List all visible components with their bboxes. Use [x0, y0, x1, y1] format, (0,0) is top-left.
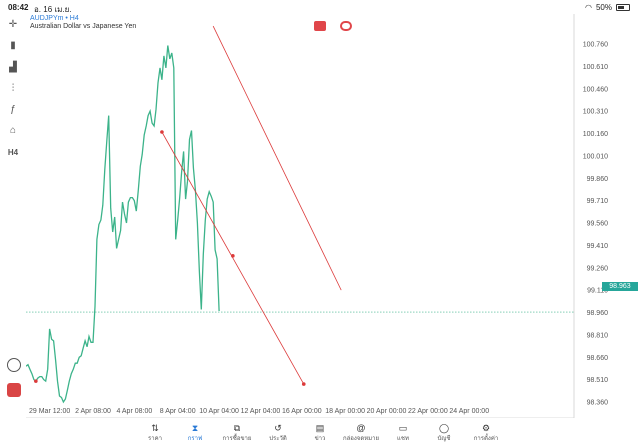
- tab-label: การตั้งค่า: [473, 436, 499, 442]
- settings-icon: ⚙: [481, 423, 491, 433]
- candles-icon[interactable]: ▮: [10, 40, 16, 51]
- chat-icon: ▭: [398, 423, 408, 433]
- news-icon: ▤: [315, 423, 325, 433]
- tab-label: ประวัติ: [269, 436, 287, 442]
- price-series-line: [26, 45, 220, 404]
- tab-label: แชท: [397, 436, 409, 442]
- channel-anchor-point[interactable]: [301, 382, 306, 386]
- accounts-icon: ◯: [438, 423, 450, 433]
- tab-trade[interactable]: ⧉ การซื้อขาย: [217, 424, 257, 443]
- status-indicators: ◠ 50%: [585, 3, 630, 12]
- objects-icon[interactable]: ⫶: [11, 83, 15, 94]
- function-icon[interactable]: ƒ: [10, 104, 16, 115]
- x-tick-label: 16 Apr 00:00: [282, 408, 322, 415]
- symbol-description: Australian Dollar vs Japanese Yen: [30, 23, 137, 30]
- current-price-tag: 98.963: [602, 282, 638, 291]
- trade-icon: ⧉: [233, 423, 241, 433]
- history-icon: ↺: [274, 423, 282, 433]
- x-tick-label: 18 Apr 00:00: [325, 408, 365, 415]
- channel-lower-line[interactable]: [161, 131, 305, 385]
- battery-percent: 50%: [595, 3, 612, 12]
- quotes-icon: ⇅: [151, 423, 159, 433]
- tab-label: กล่องจดหมาย: [342, 436, 380, 442]
- tab-history[interactable]: ↺ ประวัติ: [258, 424, 298, 443]
- bottom-tab-bar: ⇅ ราคา ⧗ กราฟ ⧉ การซื้อขาย ↺ ประวัติ ▤ ข่าว @ กล่อง…: [0, 424, 640, 447]
- x-tick-label: 20 Apr 00:00: [367, 408, 407, 415]
- x-tick-label: 4 Apr 08:00: [116, 408, 152, 415]
- battery-fill: [618, 6, 624, 9]
- x-tick-label: 8 Apr 04:00: [160, 408, 196, 415]
- y-tick-label: 99.560: [587, 221, 609, 228]
- y-tick-label: 98.360: [587, 400, 609, 407]
- price-chart[interactable]: 100.760 100.610 100.460 100.310 100.160 100.0…: [26, 14, 612, 418]
- y-tick-label: 100.160: [583, 131, 608, 138]
- symbol-header: AUDJPYm • H4 Australian Dollar vs Japane…: [30, 15, 136, 30]
- x-tick-label: 29 Mar 12:00: [29, 408, 70, 415]
- channel-upper-line[interactable]: [212, 25, 342, 291]
- x-tick-label: 10 Apr 04:00: [199, 408, 239, 415]
- tab-accounts[interactable]: ◯ บัญชี: [424, 424, 464, 443]
- status-time: 08:42: [8, 3, 29, 12]
- y-tick-label: 99.260: [587, 265, 609, 272]
- chart-mode-icon[interactable]: [340, 21, 352, 31]
- y-tick-label: 99.710: [587, 198, 609, 205]
- x-tick-label: 24 Apr 00:00: [449, 408, 489, 415]
- indicators-icon[interactable]: ▟: [9, 62, 17, 73]
- shapes-icon[interactable]: ⌂: [9, 125, 17, 136]
- y-tick-label: 100.610: [583, 64, 608, 71]
- chart-icon: ⧗: [191, 423, 199, 433]
- x-tick-label: 2 Apr 08:00: [75, 408, 111, 415]
- tab-label: ราคา: [148, 436, 162, 442]
- battery-icon: [616, 4, 630, 11]
- tab-news[interactable]: ▤ ข่าว: [300, 424, 340, 443]
- y-tick-label: 100.010: [583, 153, 608, 160]
- tab-settings[interactable]: ⚙ การตั้งค่า: [466, 424, 506, 443]
- wifi-icon: ◠: [585, 3, 592, 12]
- tab-label: กราฟ: [187, 436, 203, 442]
- tab-mailbox[interactable]: @ กล่องจดหมาย: [341, 424, 381, 443]
- y-tick-label: 98.960: [587, 310, 609, 317]
- tab-label: บัญชี: [437, 436, 451, 442]
- tab-label: การซื้อขาย: [222, 436, 252, 442]
- y-tick-label: 99.410: [587, 243, 609, 250]
- symbol-name: AUDJPYm • H4: [30, 15, 79, 22]
- one-click-trade-icon[interactable]: [314, 21, 326, 31]
- tab-chat[interactable]: ▭ แชท: [383, 424, 423, 443]
- speedometer-icon[interactable]: [7, 358, 21, 372]
- crosshair-icon[interactable]: ✛: [8, 19, 18, 30]
- y-tick-label: 99.110: [587, 288, 608, 295]
- y-tick-label: 98.510: [587, 377, 609, 384]
- x-tick-label: 22 Apr 00:00: [408, 408, 448, 415]
- y-tick-label: 100.460: [583, 86, 608, 93]
- y-tick-label: 98.810: [587, 332, 609, 339]
- app-logo-icon[interactable]: [7, 383, 21, 397]
- x-tick-label: 12 Apr 04:00: [241, 408, 281, 415]
- timeframe-button[interactable]: H4: [7, 148, 19, 157]
- drawing-anchor-point[interactable]: [34, 379, 38, 383]
- y-tick-label: 99.860: [587, 176, 609, 183]
- tab-chart[interactable]: ⧗ กราฟ: [175, 424, 215, 443]
- mailbox-icon: @: [356, 423, 366, 433]
- y-tick-label: 98.660: [587, 355, 609, 362]
- tab-label: ข่าว: [314, 436, 326, 442]
- chart-toolbar: ✛ ▮ ▟ ⫶ ƒ ⌂ H4: [0, 14, 26, 414]
- status-date: อ. 16 เม.ย.: [34, 5, 72, 14]
- channel-anchor-point[interactable]: [231, 254, 235, 258]
- tab-quotes[interactable]: ⇅ ราคา: [135, 424, 175, 443]
- y-tick-label: 100.760: [583, 42, 608, 49]
- status-bar: 08:42 อ. 16 เม.ย. ◠ 50%: [0, 0, 640, 14]
- channel-anchor-point[interactable]: [160, 130, 164, 134]
- y-tick-label: 100.310: [583, 109, 608, 116]
